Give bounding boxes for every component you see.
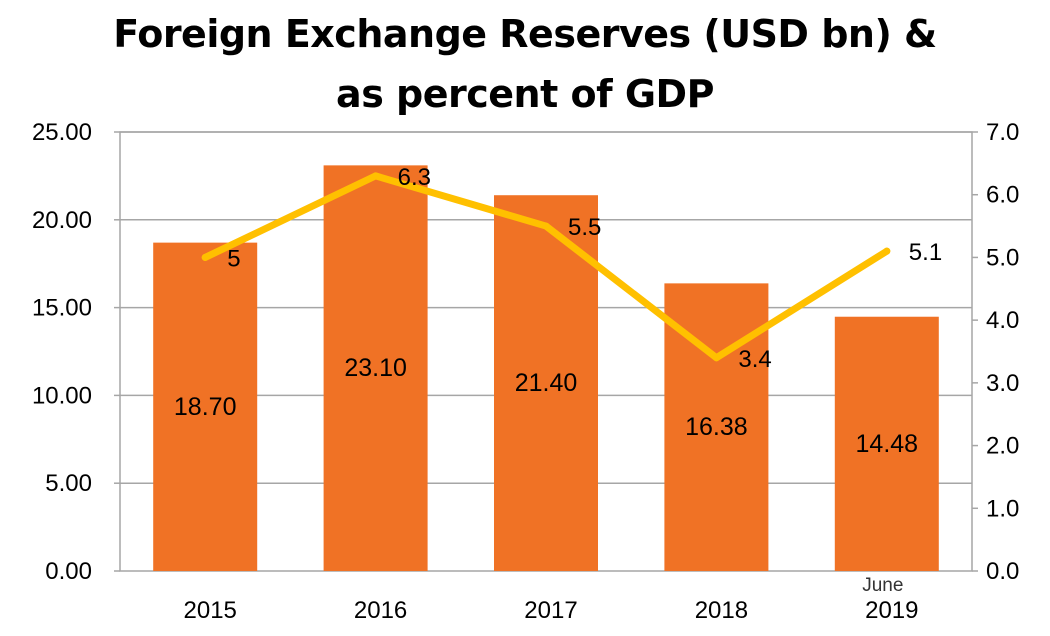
x-axis-tick-sublabel: June — [862, 575, 903, 596]
gdp-percent-point — [883, 247, 891, 255]
line-data-label: 5.1 — [909, 239, 942, 266]
right-axis-tick-label: 3.0 — [986, 370, 1019, 397]
x-axis-tick-label: 2016 — [354, 597, 407, 624]
right-axis-tick-label: 1.0 — [986, 495, 1019, 522]
bar-2016 — [323, 165, 428, 571]
bar-data-label: 18.70 — [174, 393, 237, 421]
gdp-percent-point — [542, 222, 550, 230]
bar-data-label: 14.48 — [856, 430, 919, 458]
right-axis-tick-label: 7.0 — [986, 119, 1019, 146]
x-axis-tick-label: 2019 — [865, 597, 918, 624]
bar-data-label: 23.10 — [344, 354, 407, 382]
x-axis-tick-label: 2015 — [184, 597, 237, 624]
left-axis-tick-label: 15.00 — [32, 295, 92, 322]
chart-title-line-2: as percent of GDP — [336, 72, 714, 116]
right-axis-tick-label: 4.0 — [986, 307, 1019, 334]
left-axis-tick-label: 25.00 — [32, 119, 92, 146]
left-axis-tick-label: 20.00 — [32, 207, 92, 234]
right-axis-tick-label: 2.0 — [986, 433, 1019, 460]
bar-data-label: 16.38 — [685, 413, 748, 441]
right-axis-tick-label: 6.0 — [986, 182, 1019, 209]
left-axis-tick-label: 10.00 — [32, 382, 92, 409]
gdp-percent-point — [712, 354, 720, 362]
x-axis-tick-label: 2018 — [695, 597, 748, 624]
line-data-label: 5 — [227, 245, 240, 272]
line-data-label: 5.5 — [568, 214, 601, 241]
bar-data-label: 21.40 — [515, 369, 578, 397]
left-axis-tick-label: 0.00 — [45, 558, 92, 585]
gdp-percent-point — [201, 253, 209, 261]
chart-title-line-1: Foreign Exchange Reserves (USD bn) & — [113, 12, 937, 56]
right-axis-tick-label: 0.0 — [986, 558, 1019, 585]
left-axis-tick-label: 5.00 — [45, 470, 92, 497]
right-axis-tick-label: 5.0 — [986, 244, 1019, 271]
x-axis-tick-label: 2017 — [524, 597, 577, 624]
bar-2017 — [494, 195, 598, 571]
line-data-label: 6.3 — [398, 164, 431, 191]
line-data-label: 3.4 — [738, 346, 771, 373]
chart-title: Foreign Exchange Reserves (USD bn) & as … — [0, 4, 1050, 124]
bar-2015 — [153, 242, 258, 572]
gdp-percent-point — [372, 172, 380, 180]
bar-2019 — [834, 316, 939, 571]
